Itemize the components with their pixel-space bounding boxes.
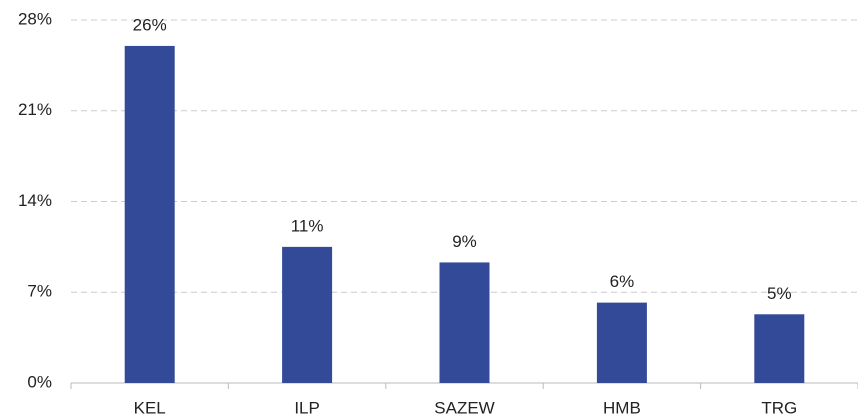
bar [439,262,490,383]
bar [596,302,647,383]
bar [124,45,175,384]
x-tick-label: HMB [603,398,641,417]
x-tick-label: KEL [134,398,166,417]
value-label: 26% [133,15,167,34]
x-tick-label: TRG [761,398,797,417]
y-tick-label: 14% [18,191,52,210]
y-tick-label: 0% [27,372,52,391]
y-tick-label: 7% [27,282,52,301]
value-label: 6% [610,272,635,291]
x-tick-label: ILP [294,398,320,417]
y-tick-label: 28% [18,9,52,28]
value-label: 5% [767,284,792,303]
value-label: 11% [291,216,324,235]
bar [282,246,333,383]
bar [754,314,805,383]
y-tick-label: 21% [18,100,52,119]
value-label: 9% [452,232,477,251]
x-tick-label: SAZEW [434,398,494,417]
